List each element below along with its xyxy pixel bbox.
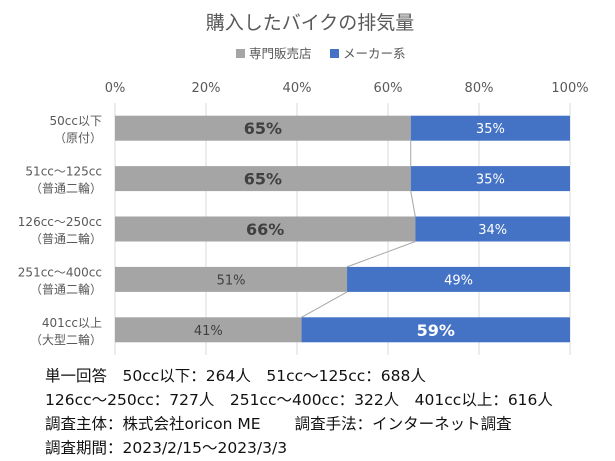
category-label: 50cc以下 xyxy=(50,114,102,128)
legend-label-series-1: 専門販売店 xyxy=(249,46,312,61)
category-sublabel: （大型二輪） xyxy=(30,332,102,347)
category-sublabel: （原付） xyxy=(54,131,102,145)
bar-segment-series-2 xyxy=(410,166,570,192)
data-label-series-1: 51% xyxy=(217,273,246,288)
bar-segment-series-2 xyxy=(415,216,570,242)
legend-label-series-2: メーカー系 xyxy=(343,46,406,61)
category-sublabel: （普通二輪） xyxy=(30,281,102,296)
series-lines xyxy=(301,140,416,318)
x-axis-tick-labels: 0% 20% 40% 60% 80% 100% xyxy=(105,81,589,96)
bar-segment-series-1 xyxy=(115,216,416,242)
data-label-series-2: 35% xyxy=(476,173,505,188)
notes-line-sample-sizes-2: 126cc～250cc：727人 251cc～400cc：322人 401cc以… xyxy=(45,391,553,409)
survey-notes: 単一回答 50cc以下：264人 51cc～125cc：688人 126cc～2… xyxy=(45,364,610,460)
category-sublabel: （普通二輪） xyxy=(30,231,102,246)
notes-survey-method: 調査手法：インターネット調査 xyxy=(294,415,512,433)
category-label: 126cc～250cc xyxy=(18,215,102,229)
bars xyxy=(115,115,570,343)
category-label: 251cc～400cc xyxy=(18,265,102,279)
category-labels: 50cc以下 （原付） 51cc～125cc （普通二輪） 126cc～250cc （普通… xyxy=(18,114,102,347)
data-label-series-2: 35% xyxy=(476,122,505,137)
x-tick-label: 100% xyxy=(551,81,588,96)
data-label-series-2: 59% xyxy=(417,321,455,340)
notes-line-survey-info: 調査主体：株式会社oricon ME 調査手法：インターネット調査 xyxy=(45,412,610,436)
data-label-series-1: 41% xyxy=(194,324,223,339)
bar-segment-series-1 xyxy=(115,115,411,141)
data-label-series-2: 34% xyxy=(478,223,507,238)
data-label-series-2: 49% xyxy=(444,273,473,288)
legend-swatch-series-1 xyxy=(236,49,245,58)
x-tick-label: 20% xyxy=(192,81,221,96)
notes-line-sample-sizes-1: 単一回答 50cc以下：264人 51cc～125cc：688人 xyxy=(45,367,426,385)
bar-segment-series-2 xyxy=(410,115,570,141)
series-line xyxy=(346,241,416,268)
category-label: 401cc以上 xyxy=(42,316,102,330)
data-label-series-1: 66% xyxy=(246,220,284,239)
bar-segment-series-1 xyxy=(115,266,348,292)
bar-data-labels: 65% 35% 65% 35% 66% 34% 51% 49% 41% 59% xyxy=(194,119,507,340)
series-line xyxy=(301,291,348,318)
notes-survey-organizer: 調査主体：株式会社oricon ME xyxy=(45,415,261,433)
legend-swatch-series-2 xyxy=(330,49,339,58)
bar-segment-series-2 xyxy=(301,317,570,343)
chart-title: 購入したバイクの排気量 xyxy=(206,12,415,34)
bar-segment-series-1 xyxy=(115,166,411,192)
legend: 専門販売店 メーカー系 xyxy=(236,46,406,61)
bar-segment-series-2 xyxy=(347,266,570,292)
bar-segment-series-1 xyxy=(115,317,302,343)
data-label-series-1: 65% xyxy=(244,119,282,138)
x-tick-label: 80% xyxy=(465,81,494,96)
x-tick-label: 60% xyxy=(374,81,403,96)
category-sublabel: （普通二輪） xyxy=(30,181,102,196)
notes-line-survey-period: 調査期間：2023/2/15～2023/3/3 xyxy=(45,439,288,457)
x-tick-label: 0% xyxy=(105,81,126,96)
x-tick-label: 40% xyxy=(283,81,312,96)
series-line xyxy=(410,191,416,217)
data-label-series-1: 65% xyxy=(244,170,282,189)
category-label: 51cc～125cc xyxy=(25,165,102,179)
